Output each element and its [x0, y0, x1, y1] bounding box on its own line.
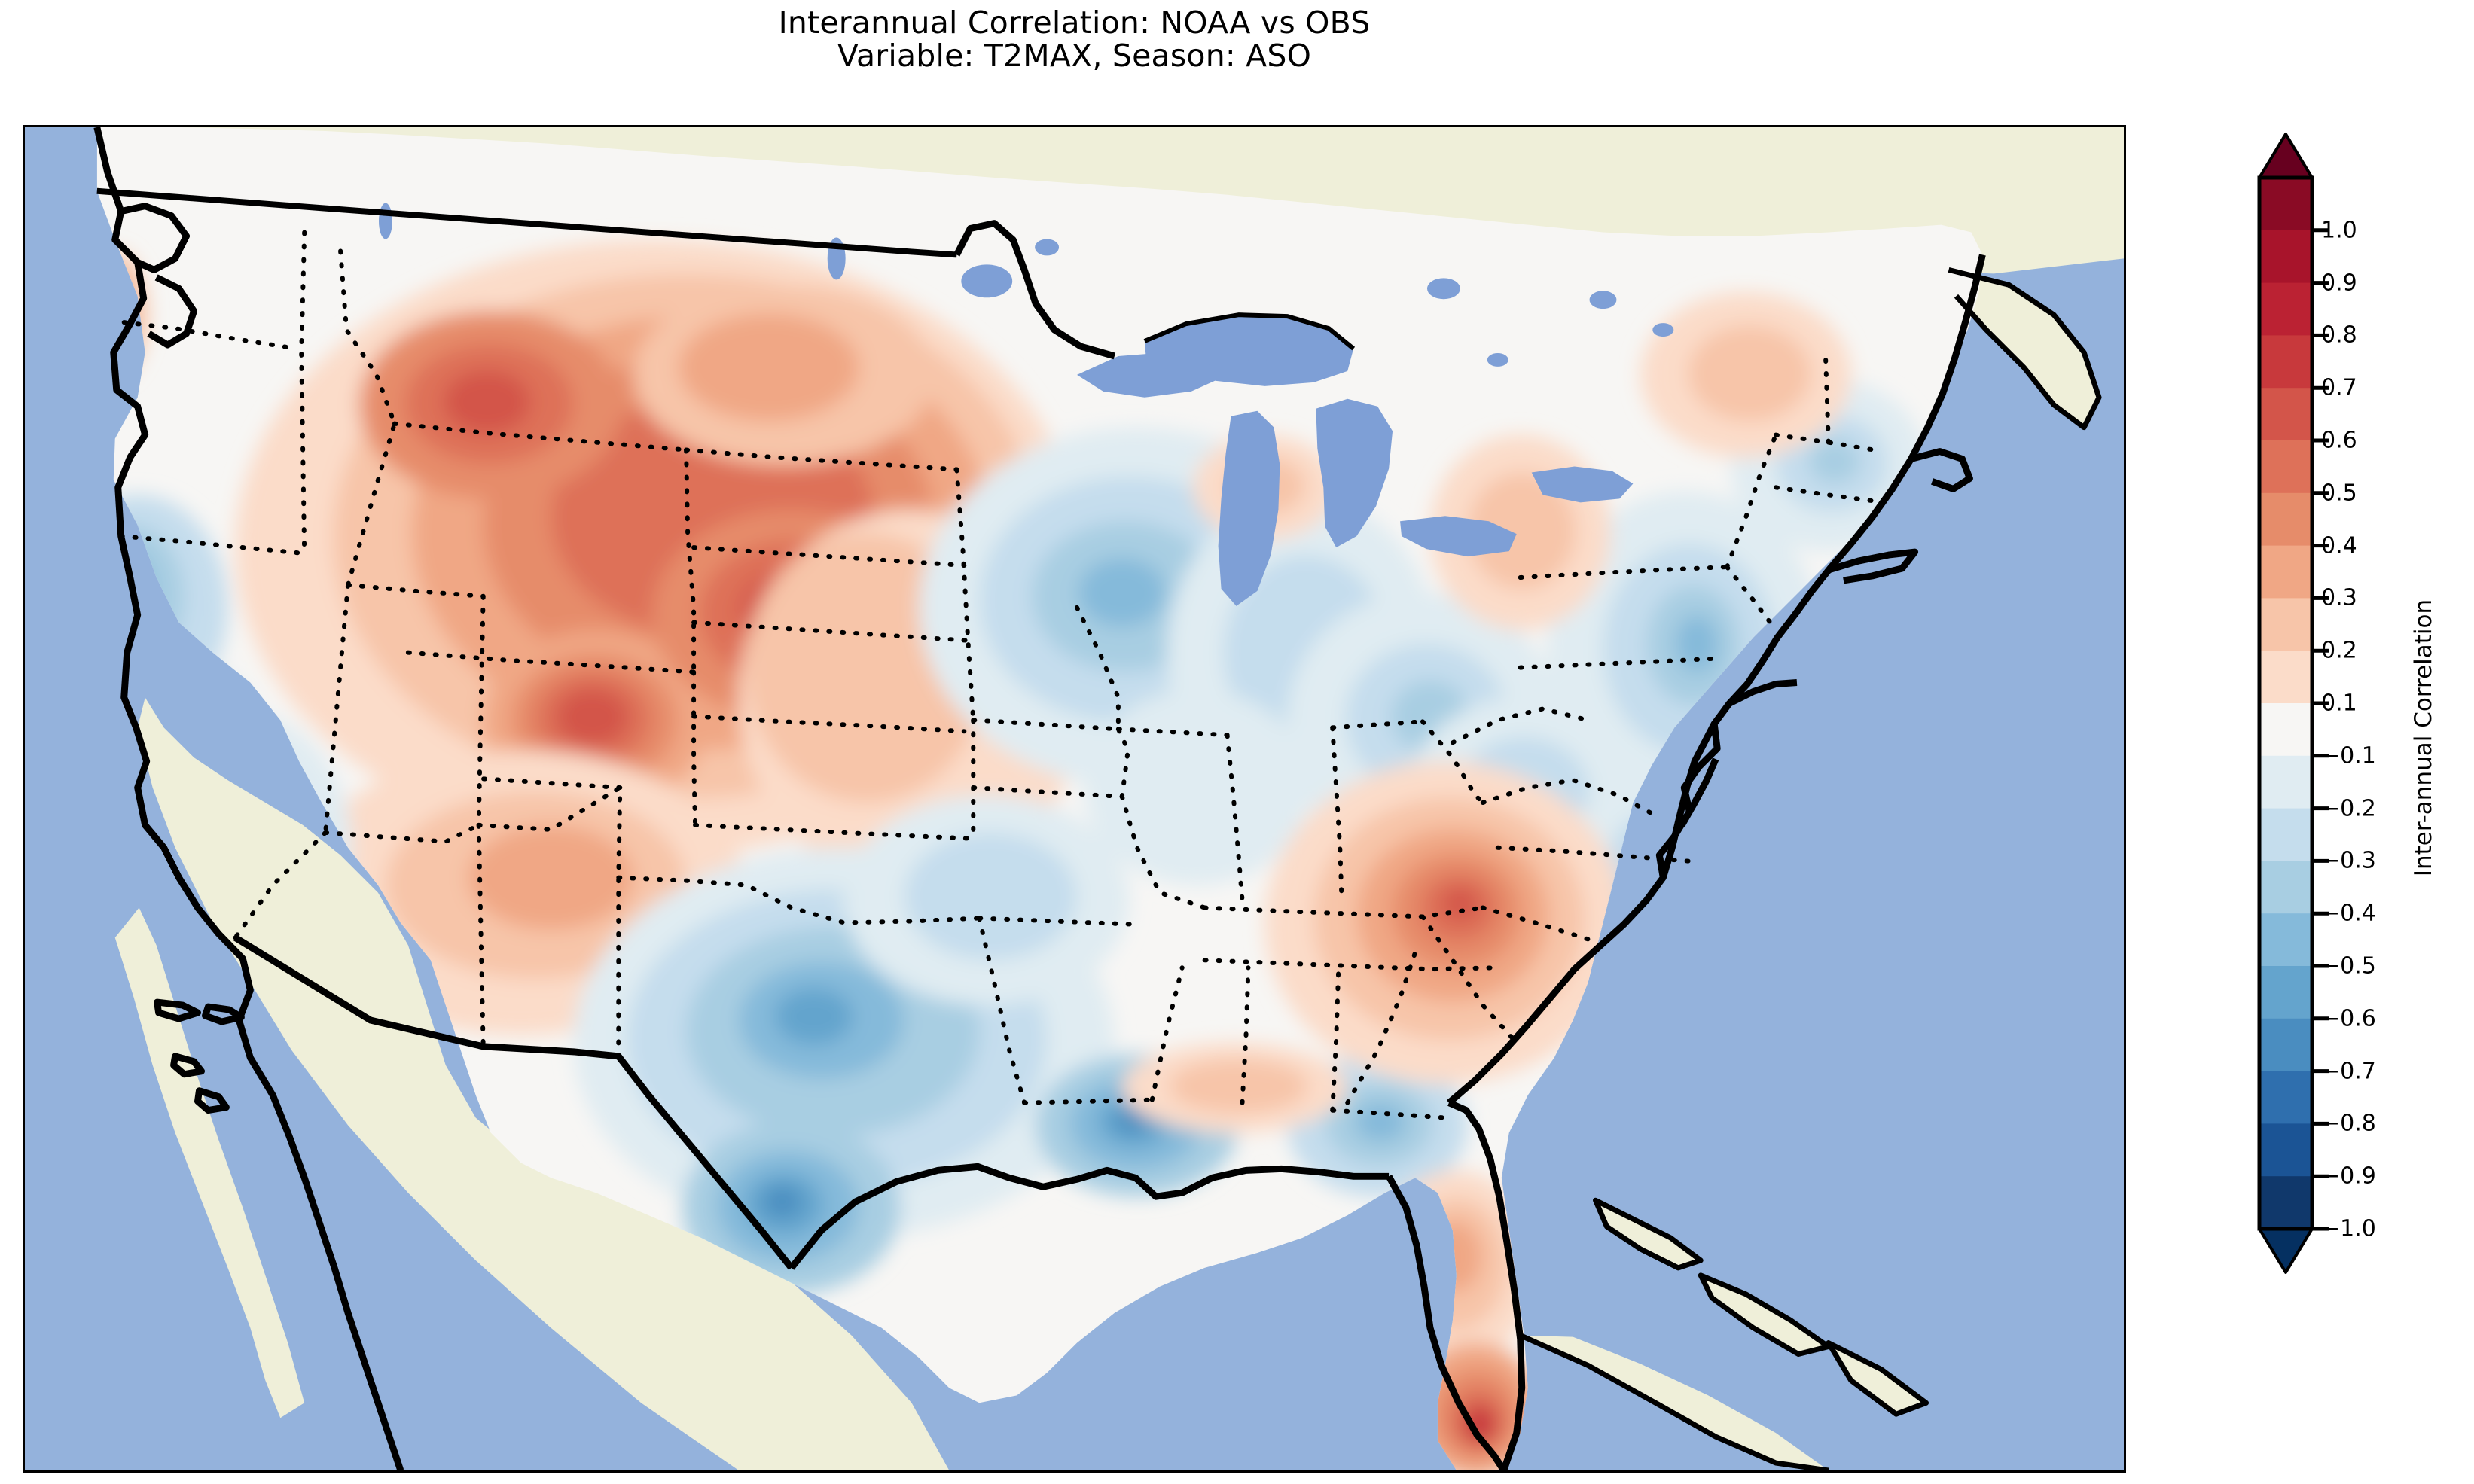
colorbar-band	[2259, 440, 2312, 494]
colorbar-band	[2259, 755, 2312, 809]
map-svg	[25, 127, 2124, 1470]
colorbar-tick-label: 0.2	[2321, 637, 2357, 664]
colorbar-band	[2259, 1018, 2312, 1072]
colorbar-extend-max	[2258, 133, 2314, 179]
colorbar-band	[2259, 545, 2312, 599]
colorbar-tick-label: −0.3	[2321, 847, 2376, 874]
great-lakes	[378, 203, 1674, 606]
colorbar-band	[2259, 1176, 2312, 1230]
colorbar-tick-label: 0.7	[2321, 374, 2357, 401]
colorbar-tick-label: 0.1	[2321, 690, 2357, 717]
colorbar-band	[2259, 1123, 2312, 1177]
colorbar-tick-label: 0.5	[2321, 480, 2357, 507]
colorbar-band	[2259, 966, 2312, 1019]
colorbar-tick-label: 0.6	[2321, 427, 2357, 454]
colorbar-tick-label: −0.1	[2321, 742, 2376, 769]
colorbar-tick-label: −1.0	[2321, 1215, 2376, 1242]
colorbar-band	[2259, 861, 2312, 914]
colorbar-band	[2259, 335, 2312, 389]
colorbar-band	[2259, 703, 2312, 757]
state-borders	[118, 230, 1876, 1120]
colorbar-tick-label: 0.4	[2321, 532, 2357, 559]
colorbar-tick-label: −0.8	[2321, 1110, 2376, 1137]
colorbar-tick-label: 0.9	[2321, 270, 2357, 297]
colorbar-band	[2259, 651, 2312, 704]
colorbar-swatches	[2257, 133, 2329, 1274]
colorbar-tick-label: −0.7	[2321, 1058, 2376, 1085]
colorbar-tick-label: 0.8	[2321, 321, 2357, 349]
colorbar-band	[2259, 598, 2312, 651]
coastlines	[93, 127, 2102, 1470]
colorbar-extend-min	[2258, 1227, 2314, 1274]
colorbar-tick-label: 0.3	[2321, 584, 2357, 611]
colorbar-band	[2259, 388, 2312, 441]
colorbar-tick-label: −0.4	[2321, 900, 2376, 927]
colorbar-tick-label: −0.6	[2321, 1005, 2376, 1032]
colorbar-band	[2259, 178, 2312, 231]
colorbar-tick-label: −0.5	[2321, 952, 2376, 980]
colorbar-band	[2259, 282, 2312, 336]
colorbar-tick-label: −0.2	[2321, 795, 2376, 822]
colorbar-band	[2259, 913, 2312, 967]
figure-title-block: Interannual Correlation: NOAA vs OBS Var…	[0, 6, 2149, 73]
figure-title-line-2: Variable: T2MAX, Season: ASO	[837, 38, 1312, 75]
colorbar-tick-label: 1.0	[2321, 217, 2357, 244]
colorbar-axis-label: Inter-annual Correlation	[2410, 599, 2437, 877]
colorbar-band	[2259, 1071, 2312, 1124]
colorbar-band	[2259, 492, 2312, 547]
colorbar-band	[2259, 808, 2312, 861]
colorbar-band	[2259, 230, 2312, 284]
map-axes	[23, 125, 2126, 1473]
colorbar-tick-label: −0.9	[2321, 1163, 2376, 1190]
figure-title-line-1: Interannual Correlation: NOAA vs OBS	[778, 5, 1371, 41]
colorbar: Inter-annual Correlation 1.0 0.9 0.8 0.7 0.6…	[2252, 120, 2474, 1355]
